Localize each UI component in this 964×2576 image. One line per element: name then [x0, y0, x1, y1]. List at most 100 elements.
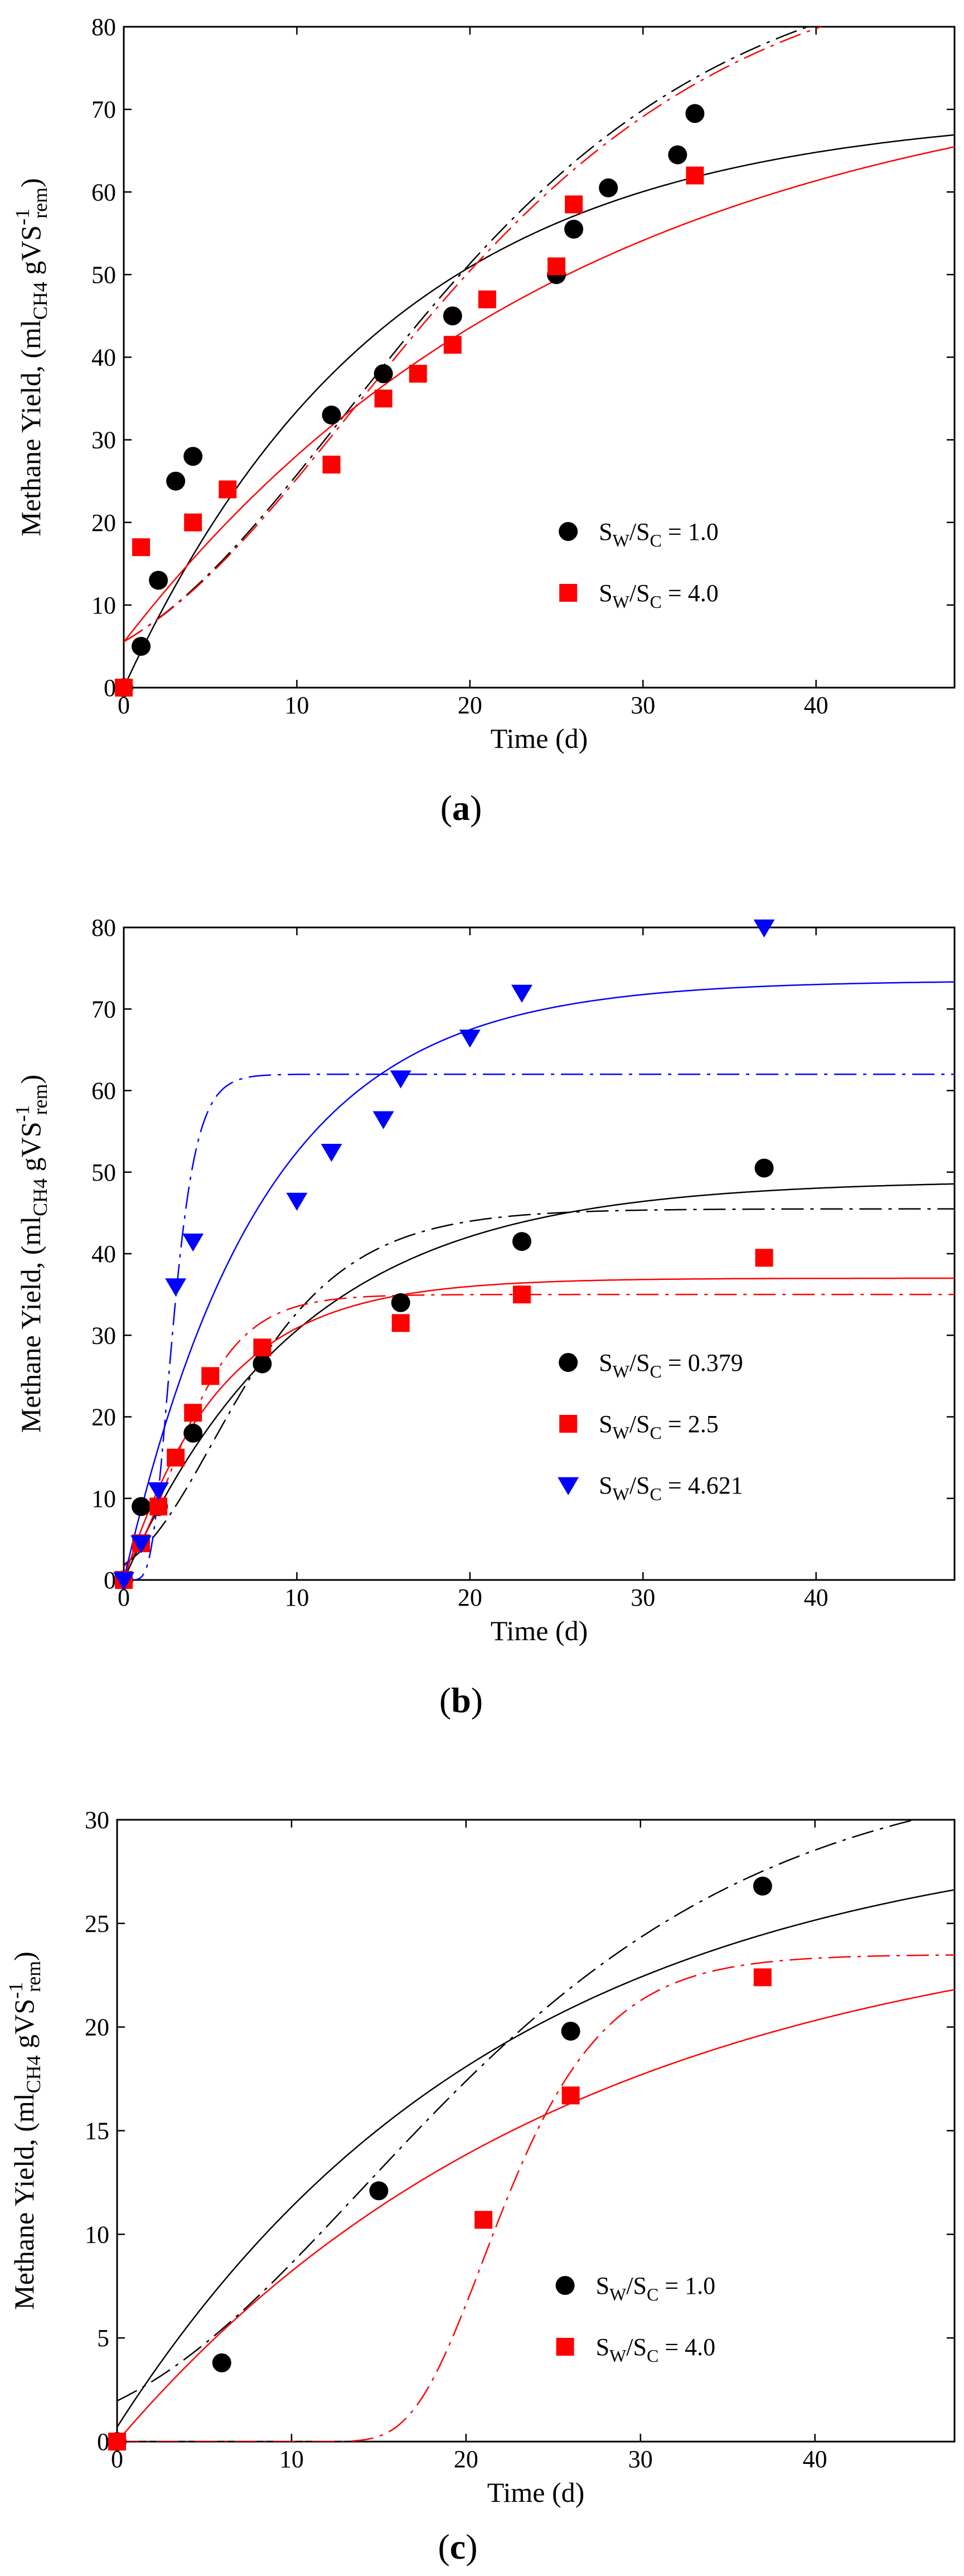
panel-label: (b)	[439, 1680, 483, 1720]
data-series-2	[108, 1968, 772, 2451]
y-tick-label: 30	[91, 1322, 116, 1349]
data-point	[372, 1111, 394, 1129]
data-point	[253, 1338, 272, 1357]
x-tick-label: 40	[804, 692, 829, 719]
y-tick-label: 80	[91, 914, 116, 941]
y-tick-label: 40	[91, 344, 116, 371]
x-axis-label: Time (d)	[491, 1615, 588, 1646]
data-point	[149, 1497, 168, 1516]
x-axis-label: Time (d)	[491, 723, 588, 754]
data-point	[201, 1367, 220, 1385]
y-axis-label: Methane Yield, (mlCH4 gVS-1rem)	[11, 178, 51, 536]
data-point	[184, 1404, 202, 1422]
x-tick-label: 40	[803, 2445, 827, 2473]
data-point	[512, 1232, 531, 1251]
panel-label: (c)	[438, 2527, 477, 2567]
data-point	[512, 1285, 531, 1304]
data-point	[148, 1482, 169, 1501]
data-point	[686, 166, 704, 185]
data-point	[409, 365, 427, 383]
data-point	[182, 1233, 204, 1252]
data-point	[511, 984, 532, 1003]
x-tick-label: 0	[118, 1584, 130, 1611]
data-point	[443, 336, 462, 354]
fit-line-series-2-dashdot	[124, 27, 823, 642]
data-point	[369, 2181, 389, 2201]
y-tick-label: 15	[85, 2118, 109, 2145]
data-point	[132, 636, 151, 656]
data-point	[668, 145, 687, 165]
legend-marker	[555, 2276, 575, 2295]
legend-marker	[559, 1415, 578, 1433]
legend-marker	[558, 1477, 579, 1496]
data-point	[753, 1876, 772, 1896]
fit-line-series-3-solid	[124, 981, 955, 1580]
y-tick-label: 60	[91, 1077, 116, 1105]
data-point	[183, 1423, 203, 1443]
x-tick-label: 20	[454, 2445, 478, 2473]
data-point	[755, 1249, 773, 1267]
y-tick-label: 10	[91, 1485, 116, 1512]
data-point	[132, 538, 151, 557]
data-point	[130, 1535, 152, 1554]
y-axis-label-group: Methane Yield, (mlCH4 gVS-1rem)	[11, 178, 51, 536]
fit-line-series-1-solid	[124, 134, 955, 688]
data-point	[374, 389, 393, 408]
fit-line-series-1-solid	[117, 1889, 955, 2428]
data-point	[253, 1354, 272, 1374]
y-tick-label: 20	[85, 2014, 109, 2041]
data-point	[685, 104, 705, 123]
y-tick-label: 30	[85, 1806, 109, 1834]
data-point	[391, 1314, 410, 1332]
fit-line-series-1-dashdot	[124, 27, 810, 642]
legend-label: SW/SC = 1.0	[599, 518, 719, 550]
data-point	[149, 571, 168, 590]
chart-panel-a: 0 10 20 30 40 0 10 20 30 40 50 60 70 80 Time (d) Methan…	[11, 13, 956, 828]
data-point	[166, 471, 186, 491]
fit-line-series-3-dashdot	[124, 1074, 955, 1580]
legend-marker	[559, 522, 578, 541]
y-axis-label-group: Methane Yield, (mlCH4 gVS-1rem)	[4, 1951, 45, 2309]
x-tick-label: 40	[804, 1584, 829, 1611]
data-point	[390, 1070, 411, 1089]
y-tick-label: 40	[91, 1240, 116, 1268]
data-point	[443, 306, 462, 326]
x-tick-label: 30	[631, 692, 655, 719]
data-point	[548, 257, 566, 276]
data-point	[391, 1293, 410, 1312]
y-tick-label: 70	[91, 995, 116, 1023]
fit-curves	[117, 1820, 955, 2442]
x-tick-label: 20	[458, 692, 482, 719]
legend-label: SW/SC = 4.621	[599, 1472, 743, 1504]
legend-label: SW/SC = 2.5	[599, 1410, 719, 1443]
data-point	[321, 1143, 342, 1162]
data-point	[113, 1572, 134, 1591]
data-point	[167, 1448, 185, 1467]
x-tick-label: 10	[284, 1584, 309, 1611]
y-tick-label: 20	[91, 1404, 116, 1431]
data-point	[212, 2353, 231, 2372]
fit-line-series-1-dashdot	[117, 1820, 918, 2402]
x-tick-label: 0	[111, 2445, 123, 2473]
y-tick-label: 60	[91, 178, 116, 206]
legend-label: SW/SC = 1.0	[596, 2272, 716, 2304]
y-tick-label: 0	[104, 674, 116, 702]
legend-marker	[556, 2338, 574, 2356]
data-point	[599, 178, 618, 197]
data-point	[219, 480, 237, 499]
x-tick-label: 10	[279, 2445, 304, 2473]
data-series-1	[108, 1876, 772, 2451]
y-tick-label: 0	[97, 2428, 109, 2456]
data-series-3	[113, 919, 775, 1591]
fit-line-series-2-solid	[117, 1989, 955, 2442]
y-tick-label: 30	[91, 427, 116, 454]
data-point	[184, 513, 202, 531]
y-tick-label: 50	[91, 1159, 116, 1186]
data-series-2	[115, 166, 704, 697]
panel-label: (a)	[440, 788, 482, 828]
data-point	[132, 1497, 151, 1516]
y-tick-label: 70	[91, 96, 116, 123]
y-tick-label: 0	[104, 1567, 116, 1594]
